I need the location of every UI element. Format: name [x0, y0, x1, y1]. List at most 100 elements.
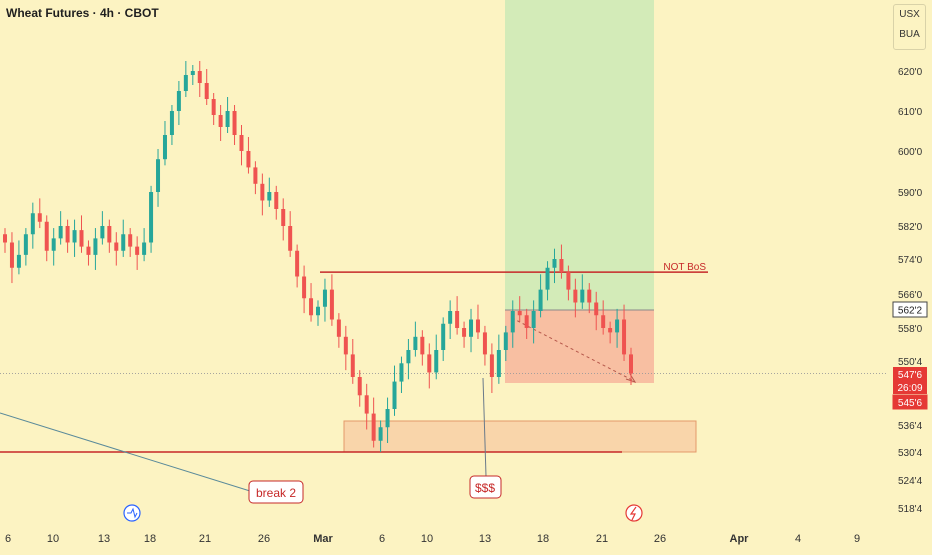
candle-body [58, 226, 63, 239]
candle-body [420, 336, 425, 355]
candle-body [489, 354, 494, 377]
candle [197, 61, 202, 97]
candle [30, 202, 35, 249]
x-tick-label: 13 [98, 533, 110, 545]
candle [142, 228, 147, 262]
candle-body [51, 238, 56, 251]
candle-body [475, 319, 480, 333]
candle-body [427, 354, 432, 373]
candle [364, 383, 369, 430]
candle [475, 304, 480, 339]
candle-body [176, 91, 181, 111]
x-tick-label: 26 [654, 533, 666, 545]
currency-bua[interactable]: BUA [899, 29, 920, 40]
candle [371, 397, 376, 448]
candle-body [399, 363, 404, 382]
candle-body [629, 354, 633, 374]
candle-body [552, 259, 557, 268]
candle-body [594, 302, 599, 316]
candle-body [309, 298, 314, 316]
candle [65, 219, 70, 253]
candle-body [406, 350, 411, 364]
candle [3, 228, 7, 253]
candle-body [378, 427, 383, 441]
y-tick-label: 536'4 [898, 421, 923, 432]
candle-body [9, 242, 14, 268]
candle-body [128, 234, 133, 247]
currency-selector[interactable]: USX BUA [893, 4, 926, 50]
candle-body [413, 336, 418, 350]
trend-line [0, 412, 251, 492]
candle-body [30, 213, 35, 235]
candle [176, 81, 181, 125]
candle-body [503, 332, 508, 350]
candle [274, 185, 279, 220]
candle [399, 356, 404, 393]
candle-body [343, 336, 348, 355]
x-tick-label: 18 [537, 533, 549, 545]
x-tick-label: 4 [795, 533, 801, 545]
candle [545, 261, 550, 301]
candle-body [371, 413, 376, 441]
candle [225, 97, 230, 133]
candle [204, 69, 209, 105]
candle [622, 304, 627, 361]
currency-usx[interactable]: USX [899, 9, 920, 20]
candle-body [86, 246, 91, 255]
candle [420, 330, 425, 366]
candle [580, 274, 585, 309]
current-price-tag-bg [893, 367, 927, 394]
candle [510, 300, 515, 348]
candle [316, 300, 320, 326]
candle-body [156, 159, 161, 192]
candle [128, 228, 133, 257]
candle-body [197, 71, 202, 83]
candle [9, 232, 14, 284]
last-price-tag: 562'2 [898, 306, 923, 317]
x-tick-label: 21 [199, 533, 211, 545]
last-price-tag-bg [892, 301, 928, 318]
candle-body [434, 350, 439, 373]
y-tick-label: 524'4 [898, 476, 923, 487]
candle [169, 105, 174, 145]
candle [218, 105, 223, 141]
candle-body [448, 311, 453, 324]
candle-body [190, 71, 195, 75]
candle [135, 236, 140, 270]
candle-body [622, 319, 627, 355]
candle [51, 228, 56, 266]
candle [559, 244, 564, 279]
candle-body [566, 272, 571, 290]
candle [329, 274, 334, 326]
candle-body [441, 323, 446, 350]
x-tick-label: 6 [5, 533, 11, 545]
alert-marker-icon [625, 504, 643, 522]
candle [587, 283, 592, 314]
x-tick-label: 21 [596, 533, 608, 545]
candle-body [253, 167, 258, 184]
candle-body [357, 377, 362, 396]
candle-body [573, 289, 578, 303]
candle-body [392, 381, 397, 409]
candle [615, 308, 620, 348]
candle [162, 121, 167, 166]
candle-body [169, 111, 174, 135]
candle [489, 343, 494, 393]
candle [434, 334, 439, 380]
candle-body [211, 99, 216, 115]
candle-body [135, 246, 140, 255]
countdown-tag: 26:09 [897, 383, 922, 394]
y-tick-label: 620'0 [898, 67, 923, 78]
candle [406, 339, 411, 380]
candle-body [274, 192, 279, 209]
candle-body [608, 328, 613, 333]
x-tick-label: 10 [47, 533, 59, 545]
candle-body [23, 234, 28, 255]
liquidity-box [469, 475, 502, 499]
y-tick-label: 574'0 [898, 255, 923, 266]
candle-body [336, 319, 341, 337]
candle [517, 296, 522, 322]
candle [114, 232, 119, 266]
